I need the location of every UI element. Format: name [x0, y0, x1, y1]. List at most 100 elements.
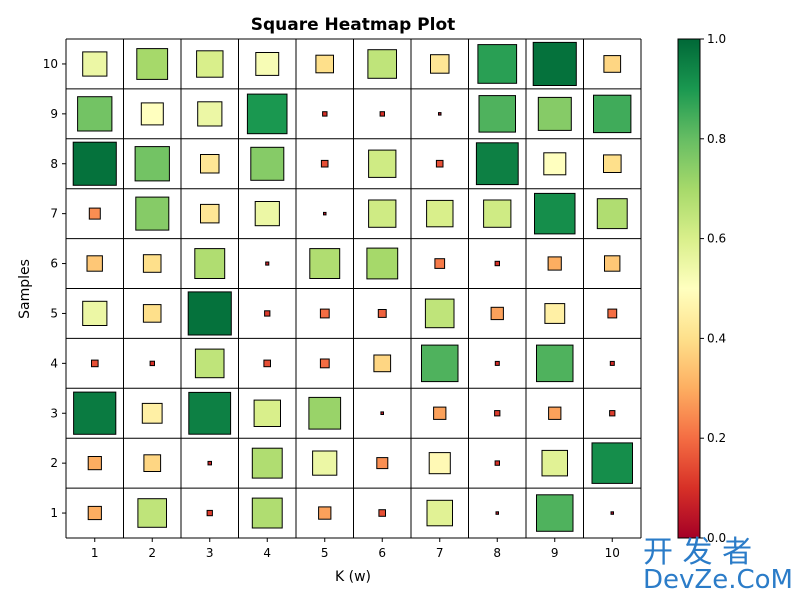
- heatmap-square: [194, 348, 225, 379]
- heatmap-square: [143, 454, 162, 472]
- heatmap-square: [136, 48, 169, 80]
- heatmap-square: [490, 306, 504, 321]
- heatmap-square: [596, 198, 628, 230]
- heatmap-square: [250, 146, 285, 181]
- heatmap-square: [309, 248, 341, 280]
- heatmap-square: [603, 55, 622, 73]
- x-axis-ticks: 1 2 3 4 5 6 7 8 9 10: [91, 538, 620, 560]
- heatmap-square: [197, 101, 223, 127]
- heatmap-square: [141, 402, 163, 424]
- heatmap-square: [438, 112, 442, 116]
- heatmap-square: [434, 258, 446, 269]
- x-tick-label: 1: [91, 546, 99, 560]
- heatmap-square: [73, 391, 117, 435]
- heatmap-square: [548, 406, 562, 420]
- heatmap-square: [477, 44, 518, 84]
- heatmap-square: [312, 450, 338, 476]
- heatmap-square: [82, 51, 108, 77]
- heatmap-square: [495, 511, 499, 515]
- colorbar-gradient: [677, 38, 701, 539]
- heatmap-square: [323, 211, 327, 216]
- heatmap-square: [609, 410, 616, 417]
- chart-title: Square Heatmap Plot: [251, 15, 456, 35]
- heatmap-square: [188, 391, 232, 435]
- heatmap-square: [137, 498, 167, 528]
- watermark-cn: 开 发 者: [643, 535, 752, 570]
- heatmap-square: [265, 261, 270, 266]
- heatmap-square: [430, 54, 450, 74]
- heatmap-square: [380, 411, 384, 415]
- heatmap-square: [376, 457, 389, 470]
- heatmap-square: [82, 300, 108, 326]
- heatmap-square: [322, 111, 328, 117]
- heatmap-square: [251, 447, 283, 479]
- heatmap-square: [609, 360, 615, 366]
- heatmap-square: [379, 111, 386, 117]
- heatmap-square: [426, 499, 453, 527]
- x-tick-label: 10: [605, 546, 620, 560]
- heatmap-square: [134, 146, 170, 182]
- heatmap-square: [206, 509, 213, 517]
- heatmap-square: [378, 509, 386, 517]
- heatmap-square: [544, 303, 566, 324]
- heatmap-square: [537, 96, 572, 131]
- y-axis-ticks: 1 2 3 4 5 6 7 8 9 10: [43, 57, 66, 520]
- heatmap-square: [88, 207, 101, 220]
- heatmap-square: [142, 254, 162, 273]
- y-tick-label: 2: [50, 456, 58, 470]
- heatmap-square: [86, 255, 103, 272]
- heatmap-square: [91, 359, 99, 368]
- grid-lines: [65, 38, 642, 539]
- heatmap-square: [366, 247, 399, 280]
- y-tick-label: 5: [50, 306, 58, 320]
- colorbar-tick-label: 1.0: [707, 32, 726, 46]
- heatmap-square: [494, 260, 501, 267]
- heatmap-square: [494, 360, 500, 366]
- heatmap-square: [320, 159, 329, 168]
- colorbar-tick-label: 0.0: [707, 531, 726, 545]
- x-tick-label: 7: [436, 546, 444, 560]
- colorbar-ticks: 0.0 0.2 0.4 0.6 0.8 1.0: [700, 32, 726, 545]
- heatmap-square: [263, 359, 271, 368]
- x-tick-label: 6: [378, 546, 386, 560]
- y-tick-label: 8: [50, 157, 58, 171]
- y-tick-label: 6: [50, 257, 58, 271]
- heatmap-square: [140, 102, 164, 126]
- heatmap-square: [478, 95, 516, 133]
- heatmap-square: [72, 141, 117, 186]
- heatmap-square: [373, 354, 392, 373]
- heatmap-square: [367, 49, 397, 79]
- heatmap-square: [87, 505, 102, 521]
- colorbar-tick-label: 0.8: [707, 132, 726, 146]
- y-tick-label: 7: [50, 207, 58, 221]
- heatmap-square: [543, 152, 567, 176]
- heatmap-square: [494, 410, 501, 417]
- heatmap-square: [536, 344, 574, 383]
- heatmap-square: [607, 308, 618, 319]
- heatmap-square: [200, 154, 220, 174]
- heatmap-square: [377, 309, 387, 318]
- heatmap-square: [251, 497, 283, 529]
- colorbar-tick-label: 0.4: [707, 331, 726, 345]
- heatmap-square: [494, 460, 501, 466]
- x-tick-label: 5: [321, 546, 329, 560]
- heatmap-square: [319, 358, 330, 369]
- heatmap-square: [142, 304, 162, 323]
- heatmap-square: [368, 149, 397, 178]
- x-tick-label: 2: [148, 546, 156, 560]
- heatmap-square: [194, 248, 226, 280]
- heatmap-square: [308, 396, 342, 430]
- heatmap-square: [255, 52, 280, 76]
- heatmap-square: [541, 449, 568, 477]
- heatmap-square: [603, 154, 622, 173]
- heatmap-square: [368, 199, 397, 228]
- heatmap-square: [318, 506, 332, 520]
- x-tick-label: 8: [493, 546, 501, 560]
- heatmap-square: [593, 94, 632, 134]
- y-tick-label: 9: [50, 107, 58, 121]
- colorbar-tick-label: 0.2: [707, 431, 726, 445]
- heatmap-square: [319, 308, 330, 319]
- heatmap-square: [87, 456, 102, 471]
- heatmap-square: [547, 256, 562, 271]
